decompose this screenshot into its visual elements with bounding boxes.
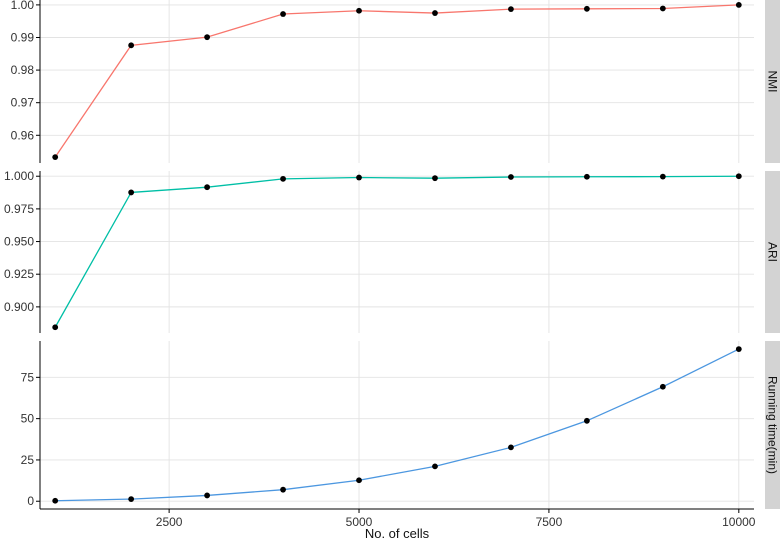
data-point: [508, 6, 514, 13]
y-tick-label: 0: [27, 494, 34, 508]
data-point: [52, 324, 59, 331]
x-tick-label: 10000: [722, 515, 756, 529]
data-point: [583, 173, 590, 180]
data-point: [735, 1, 742, 8]
data-point: [52, 497, 59, 504]
x-tick-label: 5000: [346, 515, 373, 529]
series-line-nmi: [54, 4, 739, 158]
facet-strip-label: ARI: [766, 242, 780, 262]
facet-strip: [765, 171, 780, 333]
data-point: [583, 5, 590, 12]
panel-ari: 0.900 0.925 0.950 0.975 1.000 ARI: [4, 169, 780, 333]
series-line-running-time-min: [55, 348, 740, 502]
data-point: [508, 444, 514, 451]
facet-strip: [765, 341, 780, 509]
panels: 0.960.970.980.991.00NMI0.9000.9250.9500.…: [4, 0, 780, 509]
data-point: [508, 174, 514, 180]
data-point: [204, 184, 211, 191]
facet-strip-label: NMI: [766, 71, 780, 93]
y-tick-label: 0.950: [4, 235, 34, 249]
facet-strip: [765, 0, 780, 163]
y-tick-label: 25: [21, 453, 35, 467]
data-point: [280, 11, 286, 17]
data-point: [356, 7, 362, 14]
y-tick-label: 0.97: [11, 96, 35, 110]
data-point: [356, 477, 362, 484]
data-point: [280, 175, 286, 182]
data-point: [659, 173, 666, 180]
data-point: [735, 173, 742, 180]
facet-strip-label: Running time(min): [766, 376, 780, 474]
x-tick-label: 2500: [156, 515, 183, 529]
panel-running-time-min: 0 25 50 75 Running time(min): [21, 341, 780, 509]
y-tick-label: 0.98: [11, 63, 35, 77]
data-point: [432, 10, 438, 16]
data-point: [128, 42, 135, 49]
y-tick-label: 0.925: [4, 267, 34, 281]
x-ticks: 2500 5000 7500 10000: [156, 509, 756, 529]
data-point: [356, 174, 362, 181]
data-point: [128, 496, 135, 502]
data-point: [128, 189, 135, 196]
y-tick-label: 75: [21, 370, 35, 384]
data-point: [280, 486, 286, 493]
data-point: [204, 34, 211, 41]
series-line-ari: [54, 175, 739, 328]
data-point: [583, 417, 590, 424]
y-tick-label: 1.000: [4, 169, 34, 183]
x-axis: 2500 5000 7500 10000: [40, 508, 756, 529]
data-point: [52, 154, 59, 161]
panel-nmi: 0.96 0.97 0.98 0.99 1.00 NMI: [11, 0, 780, 163]
y-tick-label: 50: [21, 412, 35, 426]
y-tick-label: 0.99: [11, 30, 35, 44]
x-tick-label: 7500: [536, 515, 563, 529]
data-point: [659, 383, 666, 390]
data-point: [659, 5, 666, 12]
y-tick-label: 1.00: [11, 0, 35, 12]
y-tick-label: 0.975: [4, 202, 34, 216]
data-point: [432, 463, 438, 470]
y-tick-label: 0.96: [11, 128, 35, 142]
data-point: [432, 175, 438, 182]
y-tick-label: 0.900: [4, 300, 34, 314]
data-point: [735, 346, 742, 352]
x-axis-title: No. of cells: [365, 526, 430, 541]
data-point: [204, 492, 211, 499]
